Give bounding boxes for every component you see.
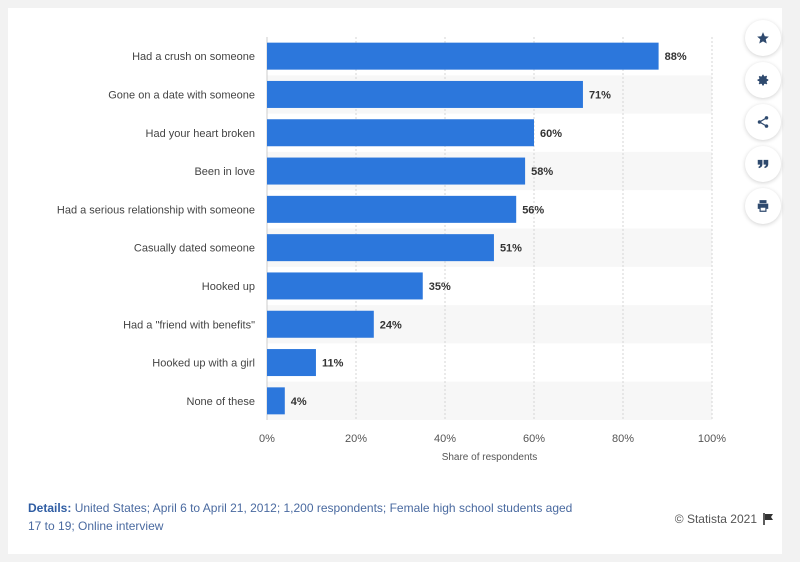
flag-icon[interactable]: [763, 513, 774, 525]
bar: [267, 80, 583, 108]
x-tick-label: 0%: [259, 433, 275, 445]
value-label: 56%: [522, 204, 544, 216]
category-label: Had a crush on someone: [132, 51, 255, 63]
star-icon: [757, 32, 769, 44]
x-tick-label: 60%: [523, 433, 545, 445]
x-tick-label: 80%: [612, 433, 634, 445]
category-label: Had your heart broken: [146, 128, 255, 140]
share-icon: [757, 116, 769, 128]
value-label: 88%: [665, 51, 687, 63]
value-label: 60%: [540, 128, 562, 140]
category-label: Hooked up with a girl: [152, 358, 255, 370]
category-label: Hooked up: [202, 281, 255, 293]
x-tick-label: 100%: [698, 433, 726, 445]
gear-icon: [757, 74, 769, 86]
quote-icon: [757, 159, 769, 169]
print-icon: [757, 200, 769, 212]
category-label: Gone on a date with someone: [108, 89, 255, 101]
details-text: United States; April 6 to April 21, 2012…: [28, 501, 573, 533]
bar: [267, 387, 285, 415]
bar: [267, 310, 374, 338]
value-label: 51%: [500, 243, 522, 255]
category-label: Had a "friend with benefits": [123, 319, 255, 331]
x-axis-title: Share of respondents: [442, 452, 538, 463]
row-band: [267, 381, 712, 420]
bar: [267, 349, 316, 377]
copyright-text[interactable]: © Statista 2021: [674, 512, 757, 526]
x-tick-label: 20%: [345, 433, 367, 445]
category-label: Had a serious relationship with someone: [57, 204, 255, 216]
value-label: 4%: [291, 396, 307, 408]
cite-button[interactable]: [745, 146, 781, 182]
bar: [267, 272, 423, 300]
value-label: 24%: [380, 319, 402, 331]
value-label: 71%: [589, 89, 611, 101]
bar: [267, 157, 526, 185]
print-button[interactable]: [745, 188, 781, 224]
bar: [267, 195, 517, 223]
category-label: Casually dated someone: [134, 243, 255, 255]
category-label: None of these: [187, 396, 256, 408]
bar: [267, 234, 494, 262]
favorite-button[interactable]: [745, 20, 781, 56]
value-label: 11%: [322, 358, 344, 370]
bar-chart: 0% 20% 40% 60% 80% 100% Had a crush on someone…: [57, 37, 726, 463]
value-label: 58%: [531, 166, 553, 178]
x-tick-label: 40%: [434, 433, 456, 445]
chart-toolbar: [745, 20, 781, 230]
category-label: Been in love: [194, 166, 255, 178]
chart-details: Details: United States; April 6 to April…: [28, 499, 588, 535]
details-label: Details:: [28, 501, 72, 515]
bar: [267, 42, 659, 70]
share-button[interactable]: [745, 104, 781, 140]
copyright-area: © Statista 2021: [675, 512, 774, 526]
bar: [267, 119, 534, 147]
value-label: 35%: [429, 281, 451, 293]
settings-button[interactable]: [745, 62, 781, 98]
